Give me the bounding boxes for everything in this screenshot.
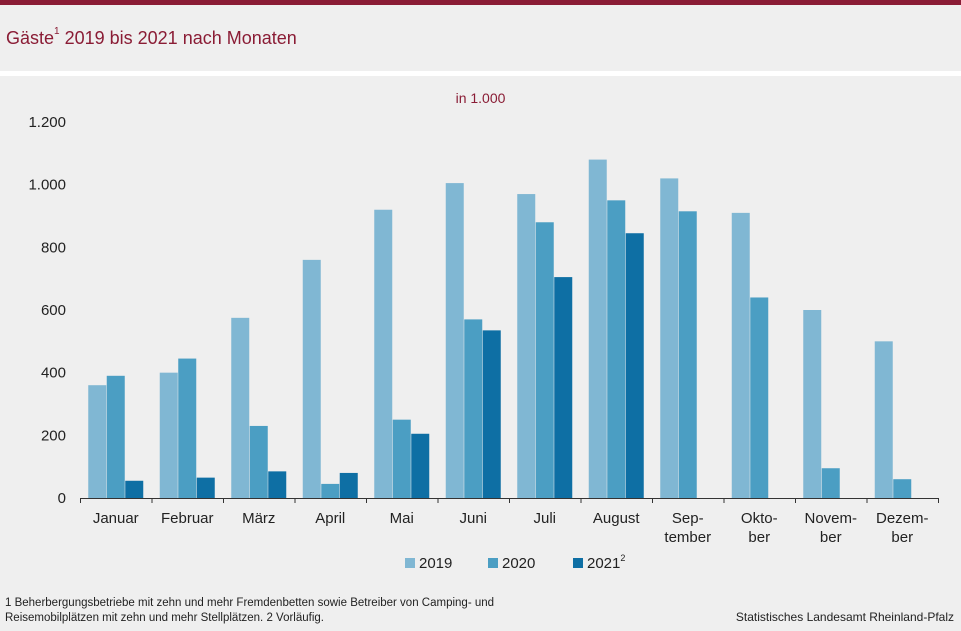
x-tick-label: Novem-ber <box>804 510 857 546</box>
x-tick-label: Juni <box>459 510 487 527</box>
bar-2021-0 <box>125 480 144 498</box>
bar-2019-1 <box>159 372 178 498</box>
y-tick-label: 200 <box>41 427 66 444</box>
footnote: 1 Beherbergungsbetriebe mit zehn und meh… <box>5 596 605 626</box>
legend-item-2021: 20212 <box>573 553 625 572</box>
bar-2020-0 <box>106 375 125 498</box>
bar-2021-6 <box>554 277 573 498</box>
bar-2021-4 <box>411 433 430 498</box>
bar-2020-8 <box>678 211 697 499</box>
x-tick-label: Juli <box>533 510 556 527</box>
bar-2020-11 <box>893 479 912 498</box>
bar-2020-1 <box>178 358 197 498</box>
source-credit: Statistisches Landesamt Rheinland-Pfalz <box>735 610 954 624</box>
legend-swatch-2019 <box>405 558 415 568</box>
bar-2021-5 <box>482 330 501 498</box>
footnote-line-2: Reisemobilplätzen mit zehn und mehr Stel… <box>5 612 324 624</box>
legend-swatch-2020 <box>488 558 498 568</box>
title-separator <box>0 71 961 76</box>
bar-2019-11 <box>874 341 893 498</box>
bar-chart: 0 200 400 600 800 1.000 1.200 Januar Februar März… <box>28 114 939 546</box>
bar-2020-2 <box>249 425 268 498</box>
bar-2020-10 <box>821 468 840 498</box>
top-accent-bar <box>0 0 961 5</box>
x-tick-label: Sep-tember <box>664 510 711 546</box>
bar-2020-3 <box>321 483 340 498</box>
title-footnote-mark: 1 <box>54 26 60 37</box>
x-tick-label: Mai <box>390 510 414 527</box>
x-tick-label: Februar <box>161 510 214 527</box>
x-tick-label: März <box>242 510 275 527</box>
legend-item-2020: 2020 <box>488 555 535 572</box>
bar-2019-8 <box>660 178 679 498</box>
bar-2019-0 <box>88 385 107 498</box>
bar-2021-2 <box>268 471 287 498</box>
bar-2019-7 <box>588 159 607 498</box>
x-tick-label: Dezem-ber <box>876 510 929 546</box>
x-tick-label: August <box>593 510 641 527</box>
y-tick-label: 600 <box>41 302 66 319</box>
bar-2019-10 <box>803 310 822 498</box>
x-tick-label: April <box>315 510 345 527</box>
bar-2019-3 <box>302 259 321 498</box>
footnote-line-1: 1 Beherbergungsbetriebe mit zehn und meh… <box>5 597 495 609</box>
bar-2021-3 <box>339 472 358 498</box>
bar-2020-7 <box>607 200 626 498</box>
y-tick-label: 1.200 <box>28 114 66 131</box>
bar-2019-5 <box>445 183 464 498</box>
legend-item-2019: 2019 <box>405 555 452 572</box>
y-tick-label: 400 <box>41 365 66 382</box>
bar-2021-7 <box>625 233 644 498</box>
x-tick-label: Okto-ber <box>741 510 778 546</box>
bar-2020-4 <box>392 419 411 498</box>
unit-label: in 1.000 <box>455 90 506 106</box>
page-title: Gäste1 2019 bis 2021 nach Monaten <box>6 26 297 48</box>
bar-2019-9 <box>731 212 750 498</box>
legend-swatch-2021 <box>573 558 583 568</box>
bar-2019-6 <box>517 194 536 499</box>
y-tick-label: 0 <box>58 490 66 507</box>
y-tick-label: 800 <box>41 239 66 256</box>
bar-2019-4 <box>374 209 393 498</box>
bar-2020-9 <box>750 297 769 498</box>
bar-2021-1 <box>196 477 215 498</box>
y-tick-label: 1.000 <box>28 177 66 194</box>
bar-2019-2 <box>231 317 250 498</box>
bar-2020-5 <box>464 319 483 498</box>
x-tick-label: Januar <box>93 510 139 527</box>
bar-2020-6 <box>535 222 554 498</box>
